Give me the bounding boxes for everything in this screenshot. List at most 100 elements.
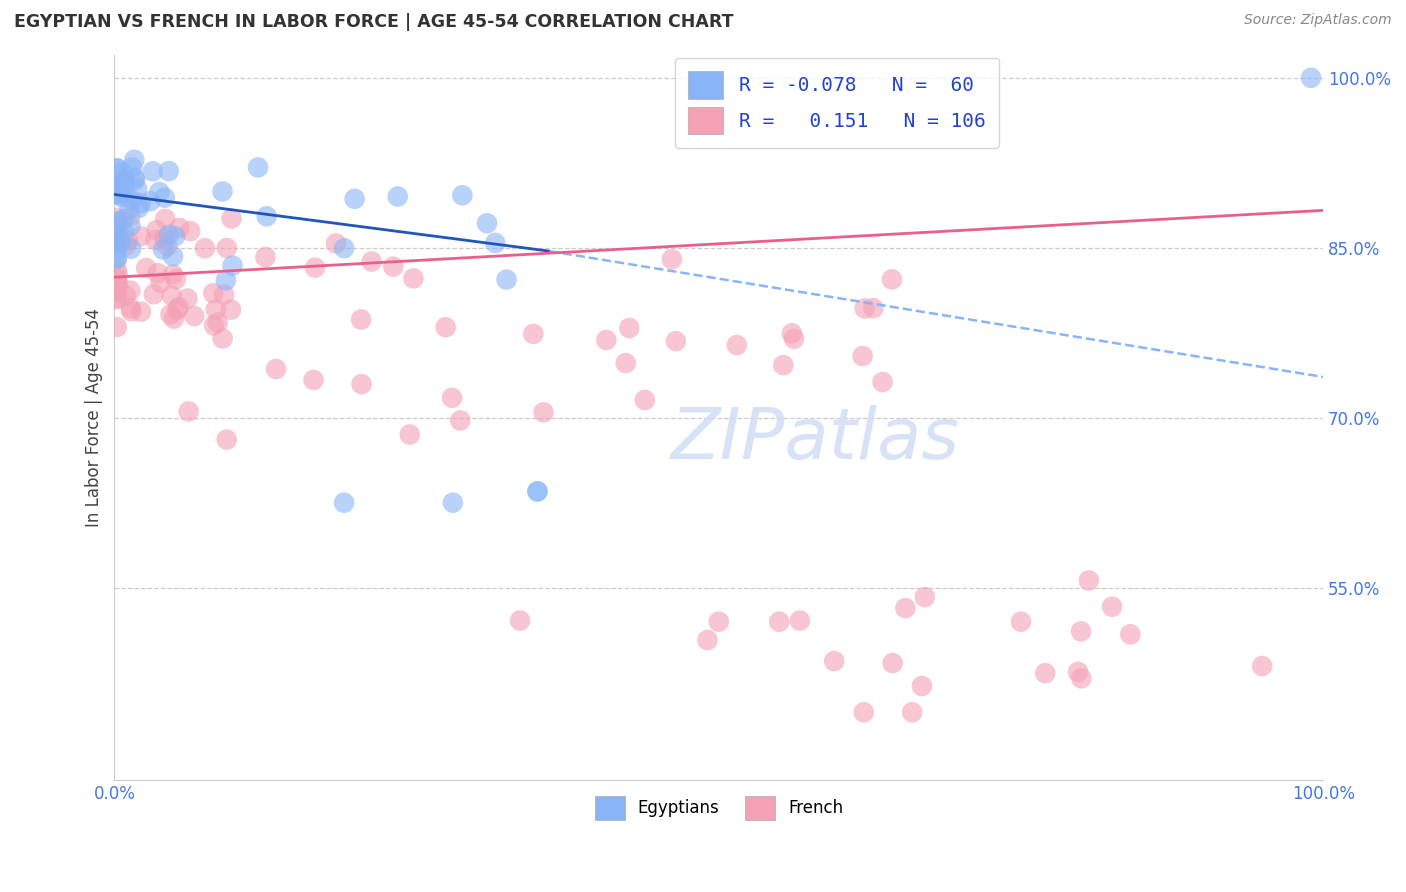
Point — [127, 181, 149, 195]
Point — [862, 301, 884, 316]
Point — [264, 362, 287, 376]
Point — [146, 266, 169, 280]
Point — [105, 244, 128, 258]
Point — [1077, 574, 1099, 588]
Point — [114, 288, 136, 302]
Point — [115, 238, 138, 252]
Point — [112, 225, 135, 239]
Point — [120, 210, 142, 224]
Point — [509, 614, 531, 628]
Point — [661, 252, 683, 267]
Point — [441, 496, 464, 510]
Point — [111, 165, 134, 179]
Point — [247, 161, 270, 175]
Point — [434, 320, 457, 334]
Point — [484, 235, 506, 250]
Point — [665, 334, 688, 348]
Point — [163, 311, 186, 326]
Point — [112, 212, 135, 227]
Point — [914, 590, 936, 604]
Point — [526, 484, 548, 499]
Point — [114, 186, 136, 200]
Point — [145, 223, 167, 237]
Point — [780, 326, 803, 341]
Point — [1010, 615, 1032, 629]
Point — [382, 260, 405, 274]
Point — [105, 222, 128, 236]
Point — [153, 232, 176, 246]
Point — [129, 229, 152, 244]
Point — [105, 235, 128, 250]
Point — [176, 292, 198, 306]
Point — [105, 227, 128, 242]
Point — [823, 654, 845, 668]
Point — [114, 176, 136, 190]
Point — [169, 220, 191, 235]
Point — [1119, 627, 1142, 641]
Point — [783, 332, 806, 346]
Point — [343, 192, 366, 206]
Point — [107, 277, 129, 292]
Point — [105, 272, 128, 286]
Point — [533, 405, 555, 419]
Point — [183, 309, 205, 323]
Point — [207, 315, 229, 329]
Point — [107, 232, 129, 246]
Point — [129, 304, 152, 318]
Point — [105, 263, 128, 277]
Point — [105, 187, 128, 202]
Point — [157, 164, 180, 178]
Point — [725, 338, 748, 352]
Point — [215, 241, 238, 255]
Point — [128, 201, 150, 215]
Point — [911, 679, 934, 693]
Point — [105, 236, 128, 251]
Point — [449, 413, 471, 427]
Point — [120, 304, 142, 318]
Point — [179, 224, 201, 238]
Point — [105, 186, 128, 200]
Point — [1070, 671, 1092, 685]
Point — [441, 391, 464, 405]
Point — [105, 252, 128, 266]
Point — [1251, 659, 1274, 673]
Point — [495, 272, 517, 286]
Point — [120, 242, 142, 256]
Point — [105, 214, 128, 228]
Point — [135, 260, 157, 275]
Point — [1033, 666, 1056, 681]
Point — [768, 615, 790, 629]
Point — [387, 189, 409, 203]
Point — [110, 235, 132, 250]
Point — [105, 161, 128, 175]
Point — [211, 331, 233, 345]
Point — [112, 172, 135, 186]
Point — [852, 349, 875, 363]
Point — [221, 211, 243, 226]
Point — [325, 236, 347, 251]
Point — [166, 302, 188, 317]
Point — [105, 277, 128, 291]
Point — [124, 171, 146, 186]
Point — [1070, 624, 1092, 639]
Text: ZIPatlas: ZIPatlas — [671, 405, 960, 474]
Point — [211, 185, 233, 199]
Point — [148, 185, 170, 199]
Point — [124, 153, 146, 167]
Point — [882, 656, 904, 670]
Point — [1299, 70, 1322, 85]
Point — [105, 293, 128, 307]
Point — [105, 161, 128, 176]
Point — [350, 377, 373, 392]
Point — [360, 254, 382, 268]
Point — [107, 268, 129, 282]
Point — [526, 484, 548, 499]
Text: Source: ZipAtlas.com: Source: ZipAtlas.com — [1244, 13, 1392, 28]
Point — [105, 291, 128, 305]
Point — [120, 301, 142, 316]
Point — [853, 301, 876, 316]
Y-axis label: In Labor Force | Age 45-54: In Labor Force | Age 45-54 — [86, 309, 103, 527]
Point — [142, 287, 165, 301]
Point — [105, 251, 128, 265]
Point — [105, 284, 128, 298]
